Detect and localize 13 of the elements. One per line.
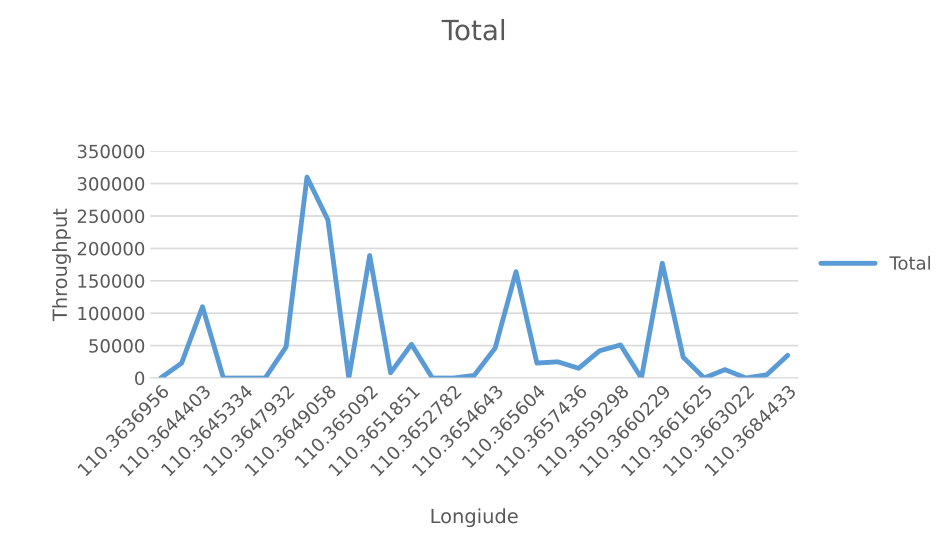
y-tick-label: 250000 [78,209,144,224]
y-tick-label: 100000 [78,306,144,320]
x-axis-title: Longiude [432,508,518,528]
y-tick-label: 350000 [78,144,144,158]
y-tick-label: 150000 [78,274,144,288]
y-tick-label: 0 [135,371,144,386]
y-tick-label: 300000 [78,177,144,191]
y-tick-label: 50000 [89,339,144,353]
chart-title: Total [442,18,504,40]
line-series [158,174,790,378]
y-axis-title: Throughput [52,208,71,322]
y-tick-label: 200000 [78,242,144,256]
legend-label: Total [889,256,930,270]
